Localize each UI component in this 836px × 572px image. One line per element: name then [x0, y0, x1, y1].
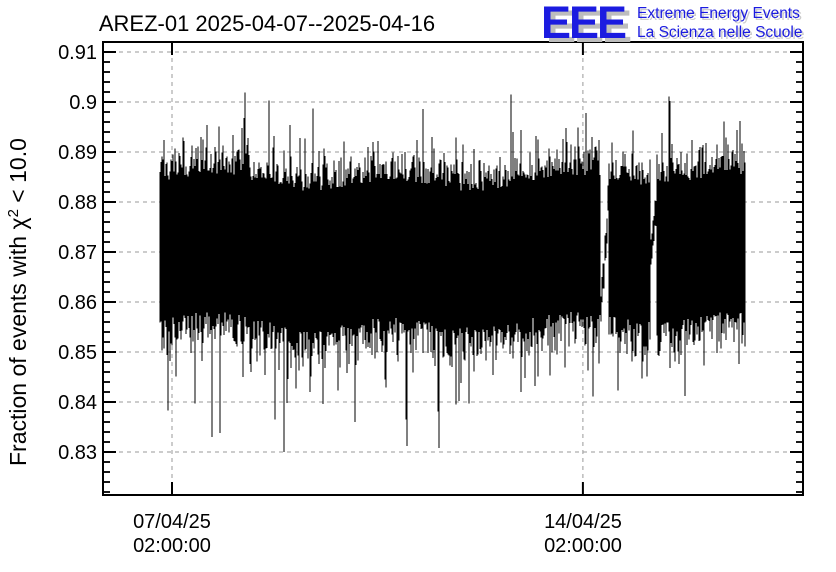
- eee-logo-acronym: EEE: [541, 0, 627, 48]
- y-tick-label: 0.85: [58, 342, 97, 364]
- eee-logo-taglines: Extreme Energy Events La Scienza nelle S…: [637, 1, 802, 42]
- x-tick-label-date-2: 14/04/25: [544, 511, 622, 533]
- x-tick-label-date-1: 07/04/25: [133, 511, 211, 533]
- y-tick-label: 0.83: [58, 442, 97, 464]
- y-axis-title-suffix: < 10.0: [5, 138, 31, 209]
- y-tick-labels: 0.83 0.84 0.85 0.86 0.87 0.88 0.89 0.9 0.91: [58, 42, 97, 464]
- x-tick-label-time-2: 02:00:00: [544, 535, 622, 557]
- plot-frame: [102, 41, 804, 496]
- y-tick-label: 0.89: [58, 142, 97, 164]
- data-series: [159, 92, 746, 453]
- chi-exponent: 2: [5, 209, 22, 217]
- y-tick-label: 0.88: [58, 192, 97, 214]
- y-axis-title-prefix: Fraction of events with: [5, 230, 31, 467]
- y-tick-label: 0.91: [58, 42, 97, 64]
- eee-logo-tagline-1: Extreme Energy Events: [637, 5, 800, 22]
- y-tick-label: 0.86: [58, 292, 97, 314]
- y-tick-label: 0.87: [58, 242, 97, 264]
- y-tick-label: 0.84: [58, 392, 97, 414]
- data-layer: [159, 92, 746, 453]
- y-tick-label: 0.9: [69, 92, 97, 114]
- eee-logo: EEE Extreme Energy Events La Scienza nel…: [541, 0, 803, 48]
- tick-layer: [103, 42, 803, 495]
- eee-logo-tagline-2: La Scienza nelle Scuole: [637, 24, 803, 41]
- chart-title: AREZ-01 2025-04-07--2025-04-16: [99, 11, 435, 36]
- x-tick-label-time-1: 02:00:00: [133, 535, 211, 557]
- y-axis-title: Fraction of events with χ2 < 10.0: [5, 138, 31, 466]
- chi-symbol: χ: [5, 217, 31, 229]
